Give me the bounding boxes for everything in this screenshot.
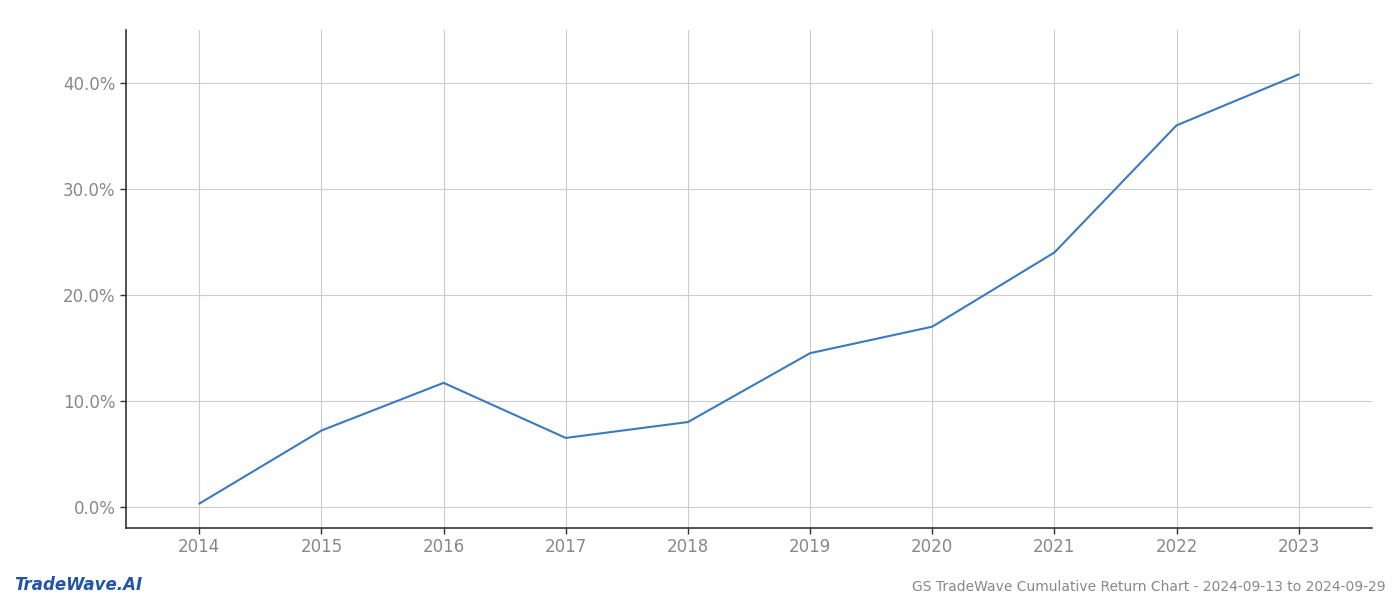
Text: GS TradeWave Cumulative Return Chart - 2024-09-13 to 2024-09-29: GS TradeWave Cumulative Return Chart - 2…	[913, 580, 1386, 594]
Text: TradeWave.AI: TradeWave.AI	[14, 576, 143, 594]
